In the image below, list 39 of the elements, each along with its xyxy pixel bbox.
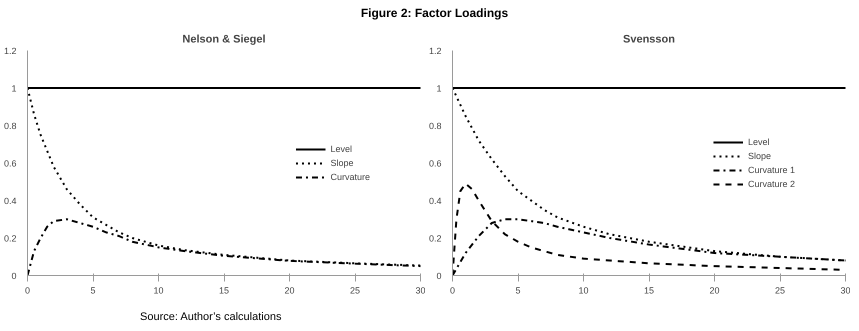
y-tick-label: 0 (11, 271, 17, 281)
y-tick-label: 1 (11, 84, 17, 94)
x-tick-label: 5 (515, 286, 521, 296)
legend-label: Curvature 2 (748, 178, 795, 190)
y-tick-label: 0.2 (428, 234, 442, 244)
y-tick-label: 0.6 (428, 158, 442, 168)
x-tick-label: 20 (709, 286, 720, 296)
y-tick-label: 1 (436, 84, 442, 94)
x-tick-label: 10 (578, 286, 589, 296)
legend-label: Level (748, 136, 770, 148)
y-tick-label: 0 (436, 271, 442, 281)
y-tick-label: 1.2 (428, 46, 442, 56)
x-tick-label: 5 (90, 286, 96, 296)
y-tick-label: 0.6 (4, 158, 17, 168)
x-tick-label: 30 (415, 286, 426, 296)
chart-title: Nelson & Siegel (182, 34, 266, 46)
y-tick-label: 0.4 (428, 196, 442, 206)
y-tick-label: 0.4 (4, 196, 17, 206)
x-tick-label: 15 (218, 286, 230, 296)
caption: Figure 2: Factor Loadings (360, 5, 508, 22)
legend-label: Curvature 1 (748, 164, 795, 176)
x-tick-label: 0 (450, 286, 456, 296)
x-tick-label: 30 (840, 286, 851, 296)
x-tick-label: 10 (153, 286, 164, 296)
x-tick-label: 20 (284, 286, 295, 296)
x-tick-label: 0 (24, 286, 30, 296)
source-note: Source: Author’s calculations (140, 310, 282, 325)
legend-label: Slope (748, 150, 771, 162)
legend-label: Curvature (330, 170, 370, 182)
x-tick-label: 15 (644, 286, 654, 296)
chart-title: Svensson (623, 34, 676, 46)
y-tick-label: 0.8 (4, 121, 17, 131)
x-tick-label: 25 (774, 286, 786, 296)
y-tick-label: 1.2 (4, 46, 17, 56)
legend-label: Slope (330, 156, 354, 168)
y-tick-label: 0.2 (4, 234, 17, 244)
legend-label: Level (330, 142, 352, 154)
x-tick-label: 25 (350, 286, 360, 296)
y-tick-label: 0.8 (428, 121, 442, 131)
